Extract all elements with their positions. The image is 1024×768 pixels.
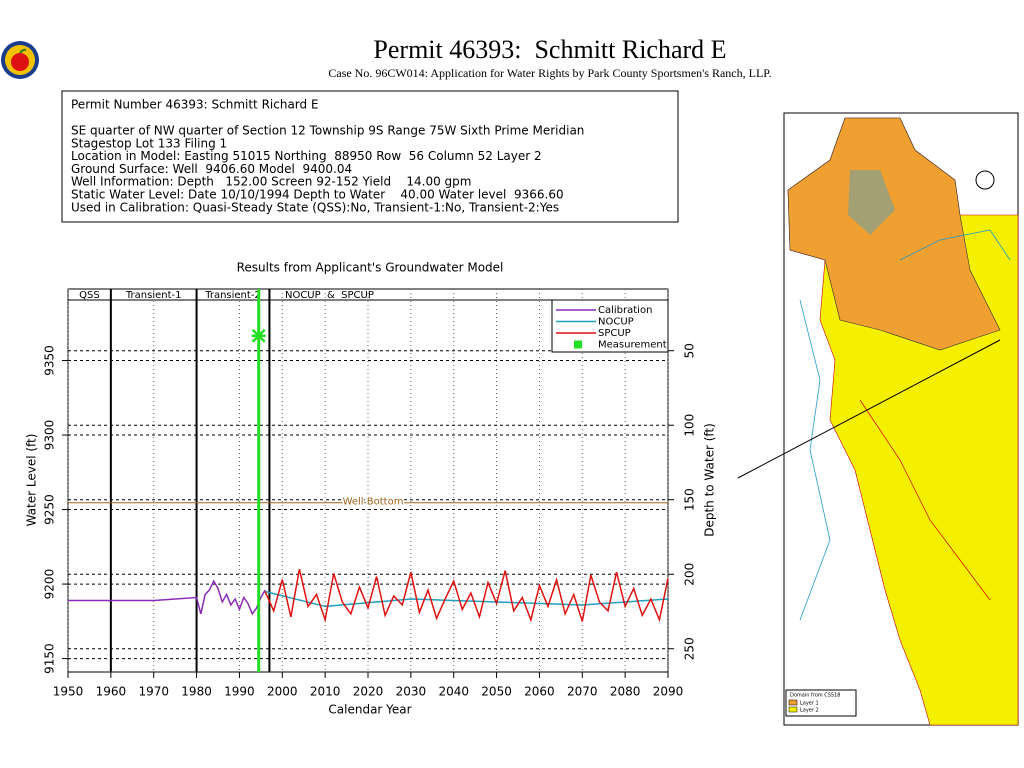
x-tick-label: 2080 — [610, 685, 641, 699]
period-label: QSS — [79, 290, 100, 301]
legend-swatch — [574, 340, 582, 349]
map-legend-item: Layer 2 — [800, 708, 819, 714]
series-line — [68, 579, 266, 616]
legend-label: NOCUP — [598, 317, 634, 328]
x-axis-title: Calendar Year — [328, 703, 411, 717]
y2-tick-label: 150 — [683, 488, 697, 511]
x-tick-label: 1990 — [224, 685, 255, 699]
info-line: Stagestop Lot 133 Filing 1 — [71, 136, 227, 150]
info-line: Location in Model: Easting 51015 Northin… — [71, 149, 542, 163]
map-legend-title: Domain from CSS18 — [790, 693, 840, 699]
info-lines: SE quarter of NW quarter of Section 12 T… — [71, 124, 584, 215]
x-tick-label: 1980 — [181, 685, 212, 699]
info-box — [61, 90, 679, 223]
info-line: Static Water Level: Date 10/10/1994 Dept… — [71, 188, 564, 202]
legend-label: Measurement — [598, 340, 667, 351]
info-line: Used in Calibration: Quasi-Steady State … — [71, 200, 559, 214]
chart-title: Results from Applicant's Groundwater Mod… — [237, 261, 504, 275]
x-tick-label: 2010 — [310, 685, 341, 699]
x-tick-label: 1960 — [96, 685, 127, 699]
chart: Results from Applicant's Groundwater Mod… — [25, 261, 717, 717]
y-tick-label: 9150 — [43, 643, 57, 674]
x-tick-label: 2030 — [396, 685, 427, 699]
y2-tick-label: 200 — [683, 563, 697, 586]
y2-axis-title: Depth to Water (ft) — [703, 423, 717, 537]
x-tick-label: 1950 — [53, 685, 84, 699]
map-legend-item: Layer 1 — [800, 701, 819, 707]
x-tick-label: 2050 — [481, 685, 512, 699]
y2-tick-label: 100 — [683, 414, 697, 437]
well-bottom-label: Well Bottom — [343, 497, 404, 508]
period-label: Transient-1 — [125, 290, 182, 301]
y2-tick-label: 250 — [683, 637, 697, 660]
page-title: Permit 46393: Schmitt Richard E — [373, 35, 726, 64]
y-tick-label: 9300 — [43, 420, 57, 451]
info-line: SE quarter of NW quarter of Section 12 T… — [71, 124, 584, 138]
y-tick-label: 9200 — [43, 569, 57, 600]
legend-label: SPCUP — [598, 328, 631, 339]
y2-tick-label: 50 — [683, 343, 697, 358]
measurement-marker — [251, 328, 266, 343]
series-line — [264, 590, 669, 608]
info-heading: Permit Number 46393: Schmitt Richard E — [71, 98, 319, 112]
y-tick-label: 9350 — [43, 345, 57, 376]
x-tick-label: 2040 — [438, 685, 469, 699]
page-subtitle: Case No. 96CW014: Application for Water … — [328, 66, 771, 80]
x-tick-label: 2090 — [653, 685, 684, 699]
logo — [1, 41, 39, 79]
legend-box — [551, 299, 669, 353]
legend-label: Calibration — [598, 305, 652, 316]
y-tick-label: 9250 — [43, 494, 57, 525]
y-axis-title: Water Level (ft) — [25, 434, 39, 527]
info-line: Ground Surface: Well 9406.60 Model 9400.… — [71, 162, 352, 176]
x-tick-label: 1970 — [138, 685, 169, 699]
x-tick-label: 2060 — [524, 685, 555, 699]
info-line: Well Information: Depth 152.00 Screen 92… — [71, 175, 471, 189]
series-line — [264, 569, 669, 623]
x-tick-label: 2070 — [567, 685, 598, 699]
period-label: Transient-2 — [204, 290, 261, 301]
period-label: NOCUP & SPCUP — [285, 290, 374, 301]
x-tick-label: 2000 — [267, 685, 298, 699]
x-tick-label: 2020 — [353, 685, 384, 699]
map — [737, 112, 1019, 726]
